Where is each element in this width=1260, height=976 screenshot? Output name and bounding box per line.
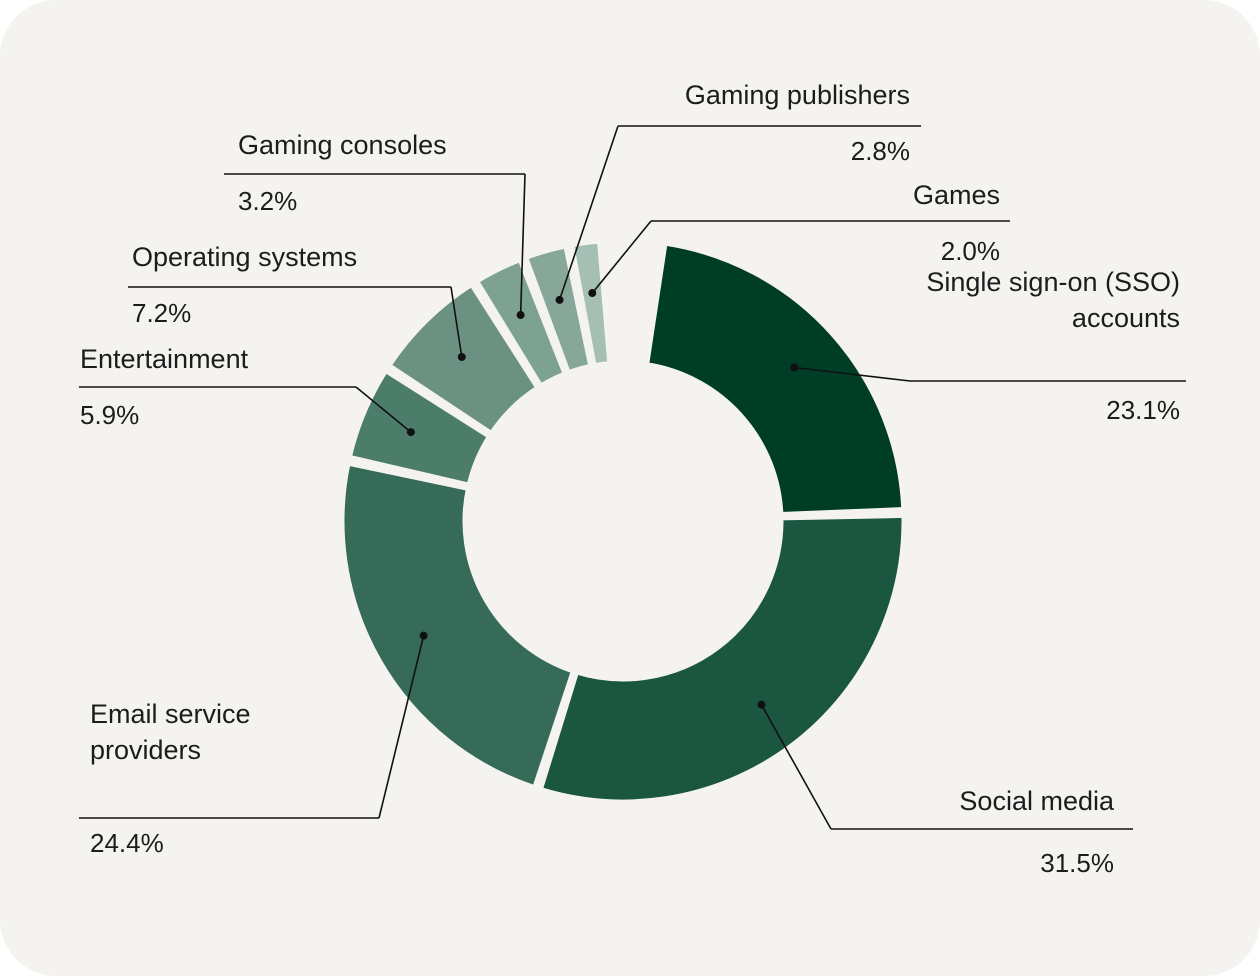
slices-layer (339, 238, 907, 805)
anchor-dot-gaming-consoles (516, 311, 525, 320)
category-label-single-sign-on-sso-accounts: accounts (1072, 303, 1180, 333)
anchor-dot-games (588, 289, 597, 298)
anchor-dot-gaming-publishers (555, 295, 564, 304)
anchor-dot-social-media (757, 700, 766, 709)
value-label-social-media: 31.5% (1040, 848, 1114, 878)
leader-line-operating-systems (450, 286, 463, 358)
category-label-single-sign-on-sso-accounts: Single sign-on (SSO) (926, 267, 1180, 297)
leader-line-entertainment (355, 386, 412, 433)
value-label-email-service-providers: 24.4% (90, 828, 164, 858)
anchor-dot-operating-systems (457, 352, 466, 361)
category-label-operating-systems: Operating systems (132, 242, 357, 272)
leader-line-email-service-providers (378, 635, 425, 819)
slice-gaming-publishers (523, 243, 594, 376)
value-label-operating-systems: 7.2% (132, 298, 191, 328)
category-label-games: Games (913, 180, 1000, 210)
anchor-dot-single-sign-on-sso-accounts (790, 363, 799, 372)
value-label-gaming-publishers: 2.8% (851, 136, 910, 166)
slice-single-sign-on-sso-accounts (644, 240, 907, 518)
value-label-games: 2.0% (941, 236, 1000, 266)
leader-line-social-media (760, 704, 832, 830)
labels-layer: Single sign-on (SSO) accounts 23.1% Social … (80, 80, 1180, 878)
anchor-dot-entertainment (406, 428, 415, 437)
slice-gaming-consoles (474, 257, 568, 389)
category-label-gaming-publishers: Gaming publishers (685, 80, 910, 110)
leader-line-gaming-publishers (558, 125, 619, 301)
slice-social-media (537, 512, 907, 805)
value-label-single-sign-on-sso-accounts: 23.1% (1106, 395, 1180, 425)
value-label-entertainment: 5.9% (80, 400, 139, 430)
slice-games (569, 238, 613, 369)
leader-line-games (591, 220, 652, 294)
anchor-dot-email-service-providers (419, 631, 428, 640)
category-label-email-service-providers: Email service (90, 699, 251, 729)
value-label-gaming-consoles: 3.2% (238, 186, 297, 216)
category-label-social-media: Social media (959, 786, 1115, 816)
category-label-email-service-providers: providers (90, 735, 201, 765)
slice-email-service-providers (339, 460, 576, 791)
category-label-gaming-consoles: Gaming consoles (238, 130, 447, 160)
slice-entertainment (346, 367, 493, 488)
leader-line-single-sign-on-sso-accounts (794, 366, 911, 382)
leaders-layer (79, 125, 1186, 830)
category-label-entertainment: Entertainment (80, 344, 249, 374)
leader-line-gaming-consoles (519, 173, 526, 316)
